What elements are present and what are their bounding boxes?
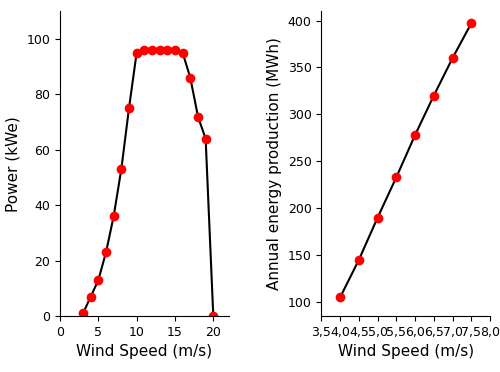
Y-axis label: Power (kWe): Power (kWe)	[6, 116, 21, 212]
X-axis label: Wind Speed (m/s): Wind Speed (m/s)	[76, 344, 212, 359]
Y-axis label: Annual energy production (MWh): Annual energy production (MWh)	[267, 37, 282, 290]
X-axis label: Wind Speed (m/s): Wind Speed (m/s)	[338, 344, 473, 359]
